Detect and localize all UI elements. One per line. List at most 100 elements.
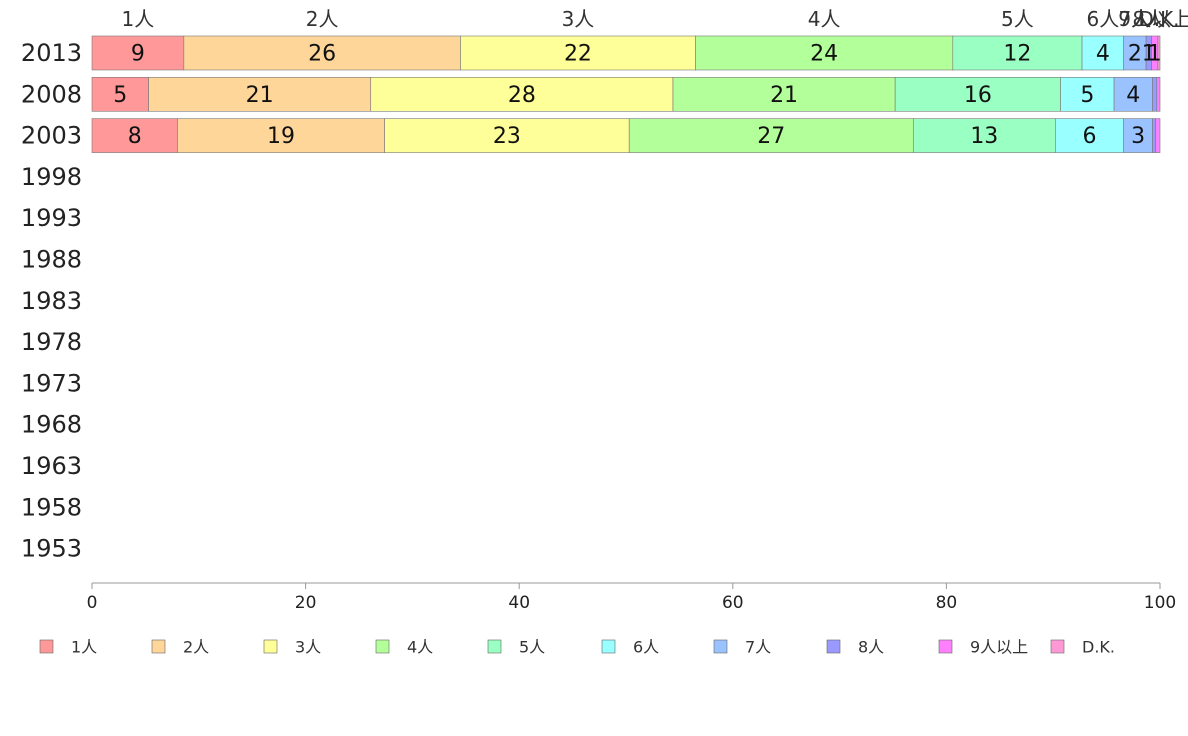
bar-2008-5人 bbox=[894, 77, 1061, 112]
top-label-3人: 3人 bbox=[562, 7, 595, 31]
value-label-2003-5人: 13 bbox=[970, 124, 998, 149]
bar-2008-1人 bbox=[91, 77, 149, 112]
value-label-2008-3人: 28 bbox=[508, 83, 536, 108]
top-label-7人: 7人 bbox=[1119, 7, 1152, 31]
legend-label-D.K.: D.K. bbox=[1082, 638, 1115, 657]
value-label-2013-3人: 22 bbox=[564, 42, 592, 67]
bar-2008-3人 bbox=[370, 77, 674, 112]
x-tick-label-0: 0 bbox=[87, 593, 98, 613]
x-tick-label-60: 60 bbox=[722, 593, 744, 613]
value-label-2008-5人: 16 bbox=[964, 83, 992, 108]
bar-2008-8人 bbox=[1152, 77, 1158, 112]
x-axis: 0 20 40 60 80 100 bbox=[87, 582, 1176, 613]
value-label-2003-3人: 23 bbox=[493, 124, 521, 149]
bar-2003-8人 bbox=[1152, 118, 1157, 153]
x-tick-label-100: 100 bbox=[1144, 593, 1176, 613]
legend-label-1人: 1人 bbox=[71, 638, 97, 657]
value-label-2003-4人: 27 bbox=[757, 124, 785, 149]
legend-swatch-1人 bbox=[39, 639, 54, 654]
legend-swatch-8人 bbox=[826, 639, 841, 654]
top-label-2人: 2人 bbox=[306, 7, 339, 31]
value-label-2013-7人: 2 bbox=[1128, 42, 1142, 67]
top-label-1人: 1人 bbox=[122, 7, 155, 31]
y-label-1983: 1983 bbox=[21, 287, 82, 315]
value-label-2013-4人: 24 bbox=[810, 42, 838, 67]
y-label-1988: 1988 bbox=[21, 246, 82, 274]
value-label-2003-7人: 3 bbox=[1131, 124, 1145, 149]
bar-2013-1人 bbox=[91, 35, 185, 71]
y-label-1978: 1978 bbox=[21, 328, 82, 356]
legend-swatch-9人以上 bbox=[938, 639, 953, 654]
legend-swatch-7人 bbox=[713, 639, 728, 654]
legend-label-5人: 5人 bbox=[519, 638, 545, 657]
bar-2013-3人 bbox=[460, 35, 696, 71]
bars-layer bbox=[91, 35, 1161, 153]
value-label-2013-1人: 9 bbox=[131, 42, 145, 67]
bar-2003-7人 bbox=[1123, 118, 1153, 153]
value-label-2013-8人: 1 bbox=[1142, 42, 1156, 67]
value-label-2003-6人: 6 bbox=[1083, 124, 1097, 149]
legend-swatch-3人 bbox=[263, 639, 278, 654]
top-label-D.K.: D.K. bbox=[1138, 7, 1179, 31]
bar-2013-5人 bbox=[952, 35, 1083, 71]
value-label-2008-2人: 21 bbox=[246, 83, 274, 108]
value-label-2003-2人: 19 bbox=[267, 124, 295, 149]
legend-label-3人: 3人 bbox=[295, 638, 321, 657]
legend: 1人 2人 3人 4人 5人 6人 7人 8人 9人以上 D.K. bbox=[39, 638, 1115, 657]
top-label-9人以上: 9人以上 bbox=[1118, 7, 1188, 31]
legend-label-8人: 8人 bbox=[858, 638, 884, 657]
bar-2013-2人 bbox=[183, 35, 461, 71]
bar-2003-2人 bbox=[177, 118, 385, 153]
legend-label-4人: 4人 bbox=[407, 638, 433, 657]
y-label-1973: 1973 bbox=[21, 369, 82, 397]
y-label-1953: 1953 bbox=[21, 535, 82, 563]
bar-2013-6人 bbox=[1081, 35, 1124, 71]
value-label-2003-1人: 8 bbox=[128, 124, 142, 149]
y-label-2013: 2013 bbox=[21, 39, 82, 67]
y-label-1958: 1958 bbox=[21, 493, 82, 521]
bar-2013-4人 bbox=[695, 35, 954, 71]
legend-label-6人: 6人 bbox=[633, 638, 659, 657]
value-label-2008-1人: 5 bbox=[113, 83, 127, 108]
bar-2013-D.K. bbox=[1157, 35, 1161, 71]
legend-swatch-D.K. bbox=[1050, 639, 1065, 654]
y-label-2003: 2003 bbox=[21, 122, 82, 150]
value-label-2013-5人: 12 bbox=[1003, 42, 1031, 67]
legend-label-7人: 7人 bbox=[745, 638, 771, 657]
legend-label-2人: 2人 bbox=[183, 638, 209, 657]
bar-2008-9人以上 bbox=[1156, 77, 1161, 112]
bar-2003-3人 bbox=[384, 118, 630, 153]
value-label-2013-2人: 26 bbox=[308, 42, 336, 67]
bar-2008-6人 bbox=[1060, 77, 1115, 112]
top-label-4人: 4人 bbox=[808, 7, 841, 31]
x-tick-label-40: 40 bbox=[508, 593, 530, 613]
y-label-2008: 2008 bbox=[21, 80, 82, 108]
legend-swatch-5人 bbox=[487, 639, 502, 654]
value-label-2008-4人: 21 bbox=[770, 83, 798, 108]
bar-2008-7人 bbox=[1113, 77, 1153, 112]
legend-label-9人以上: 9人以上 bbox=[970, 638, 1028, 657]
bar-2008-2人 bbox=[148, 77, 372, 112]
value-label-2008-6人: 5 bbox=[1080, 83, 1094, 108]
bar-2003-5人 bbox=[912, 118, 1056, 153]
top-label-5人: 5人 bbox=[1001, 7, 1034, 31]
y-axis-labels: 2013 2008 2003 1998 1993 1988 1983 1978 1973 1968… bbox=[21, 39, 82, 563]
bar-2003-6人 bbox=[1055, 118, 1124, 153]
legend-swatch-6人 bbox=[601, 639, 616, 654]
bar-2003-1人 bbox=[91, 118, 178, 153]
value-label-2013-6人: 4 bbox=[1096, 42, 1110, 67]
value-labels-layer: 9 26 22 24 12 4 2 115 21 28 21 16 5 48 19 23 27 13 6 3 bbox=[113, 42, 1161, 150]
value-label-2008-7人: 4 bbox=[1126, 83, 1140, 108]
x-tick-label-20: 20 bbox=[295, 593, 317, 613]
top-label-8人: 8人 bbox=[1132, 7, 1165, 31]
legend-swatch-2人 bbox=[151, 639, 166, 654]
bar-2003-9人以上 bbox=[1155, 118, 1161, 153]
top-label-6人: 6人 bbox=[1086, 7, 1119, 31]
x-tick-label-80: 80 bbox=[936, 593, 958, 613]
y-label-1968: 1968 bbox=[21, 411, 82, 439]
y-label-1963: 1963 bbox=[21, 452, 82, 480]
legend-swatch-4人 bbox=[375, 639, 390, 654]
value-label-2013-9人以上: 1 bbox=[1148, 42, 1162, 67]
